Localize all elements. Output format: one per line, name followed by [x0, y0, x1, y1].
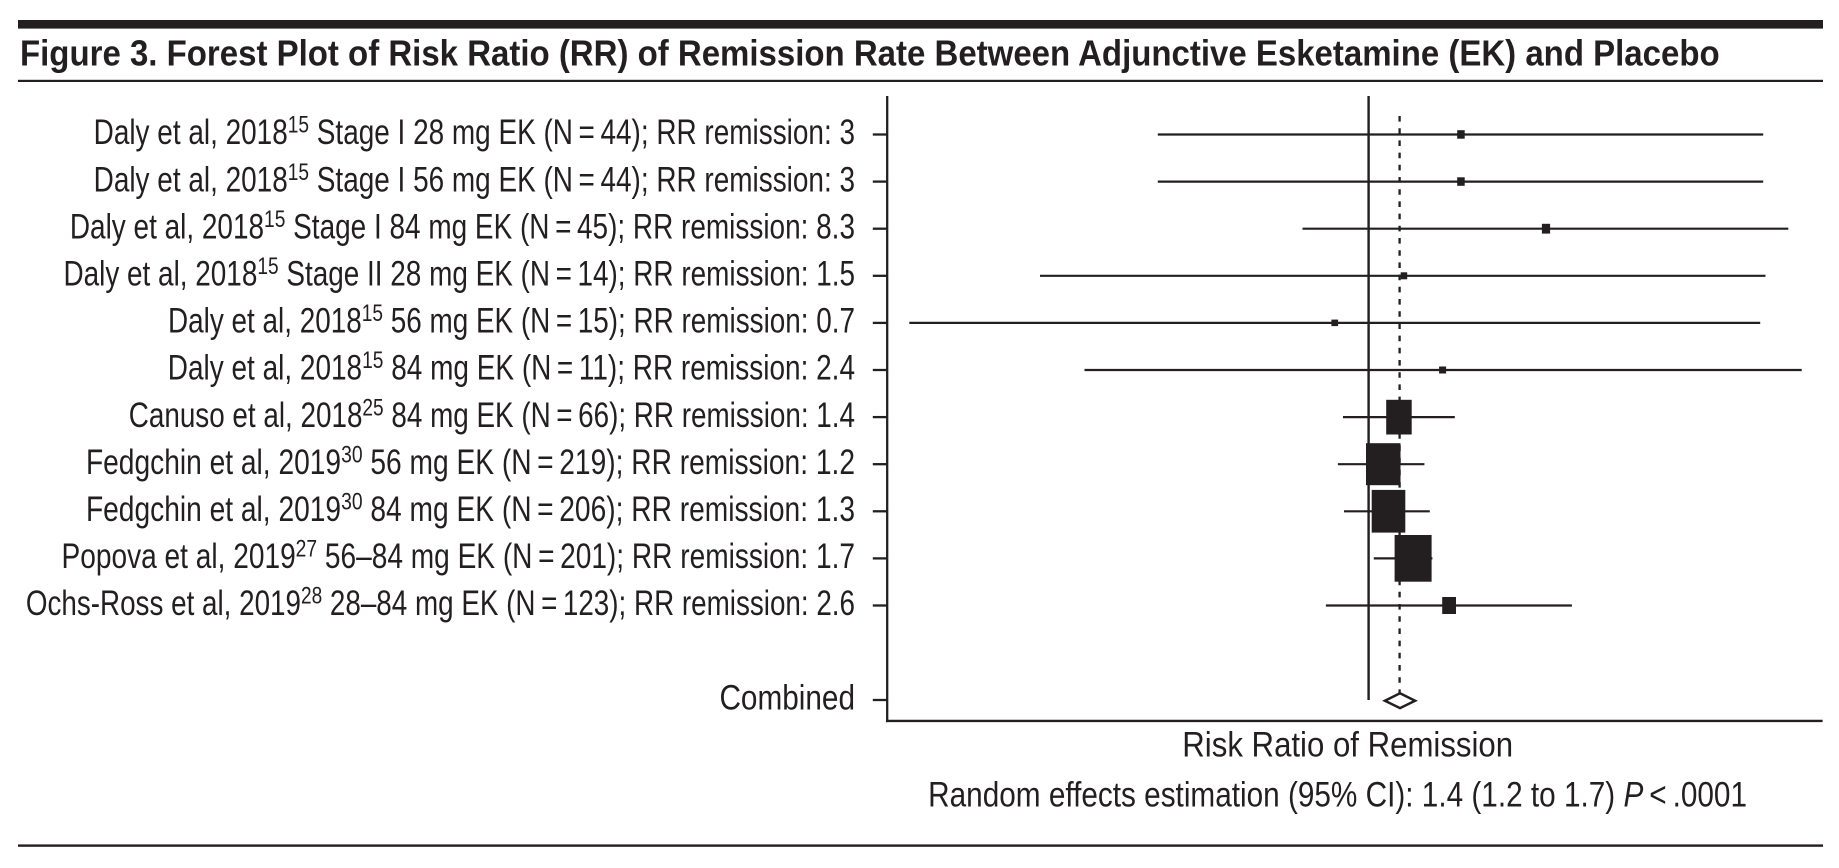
svg-text:Popova et al, 201927 56–84 mg: Popova et al, 201927 56–84 mg EK (N = 20…	[62, 535, 855, 576]
svg-text:Daly et al, 201815 Stage I 56: Daly et al, 201815 Stage I 56 mg EK (N =…	[94, 158, 855, 199]
svg-text:Risk Ratio of Remission: Risk Ratio of Remission	[1182, 726, 1513, 765]
svg-text:Daly et al, 201815 84 mg EK (N: Daly et al, 201815 84 mg EK (N = 11); RR…	[168, 346, 855, 387]
svg-text:Canuso et al, 201825 84 mg EK: Canuso et al, 201825 84 mg EK (N = 66); …	[129, 393, 855, 434]
svg-text:Daly et al, 201815 Stage I 84: Daly et al, 201815 Stage I 84 mg EK (N =…	[70, 205, 855, 246]
svg-text:Daly et al, 201815 Stage I 28: Daly et al, 201815 Stage I 28 mg EK (N =…	[94, 111, 855, 152]
svg-text:Daly et al, 201815 Stage II 28: Daly et al, 201815 Stage II 28 mg EK (N …	[63, 252, 855, 293]
svg-text:Random effects estimation (95%: Random effects estimation (95% CI): 1.4 …	[928, 775, 1747, 814]
svg-text:Ochs-Ross et al, 201928 28–84: Ochs-Ross et al, 201928 28–84 mg EK (N =…	[26, 582, 855, 623]
svg-text:Fedgchin et al, 201930 56 mg E: Fedgchin et al, 201930 56 mg EK (N = 219…	[86, 440, 855, 481]
svg-text:Fedgchin et al, 201930 84 mg E: Fedgchin et al, 201930 84 mg EK (N = 206…	[86, 487, 855, 528]
svg-text:Combined: Combined	[719, 678, 855, 717]
svg-text:Daly et al, 201815 56 mg EK (N: Daly et al, 201815 56 mg EK (N = 15); RR…	[168, 299, 855, 340]
svg-text:Figure 3. Forest Plot of Risk: Figure 3. Forest Plot of Risk Ratio (RR)…	[20, 34, 1720, 74]
